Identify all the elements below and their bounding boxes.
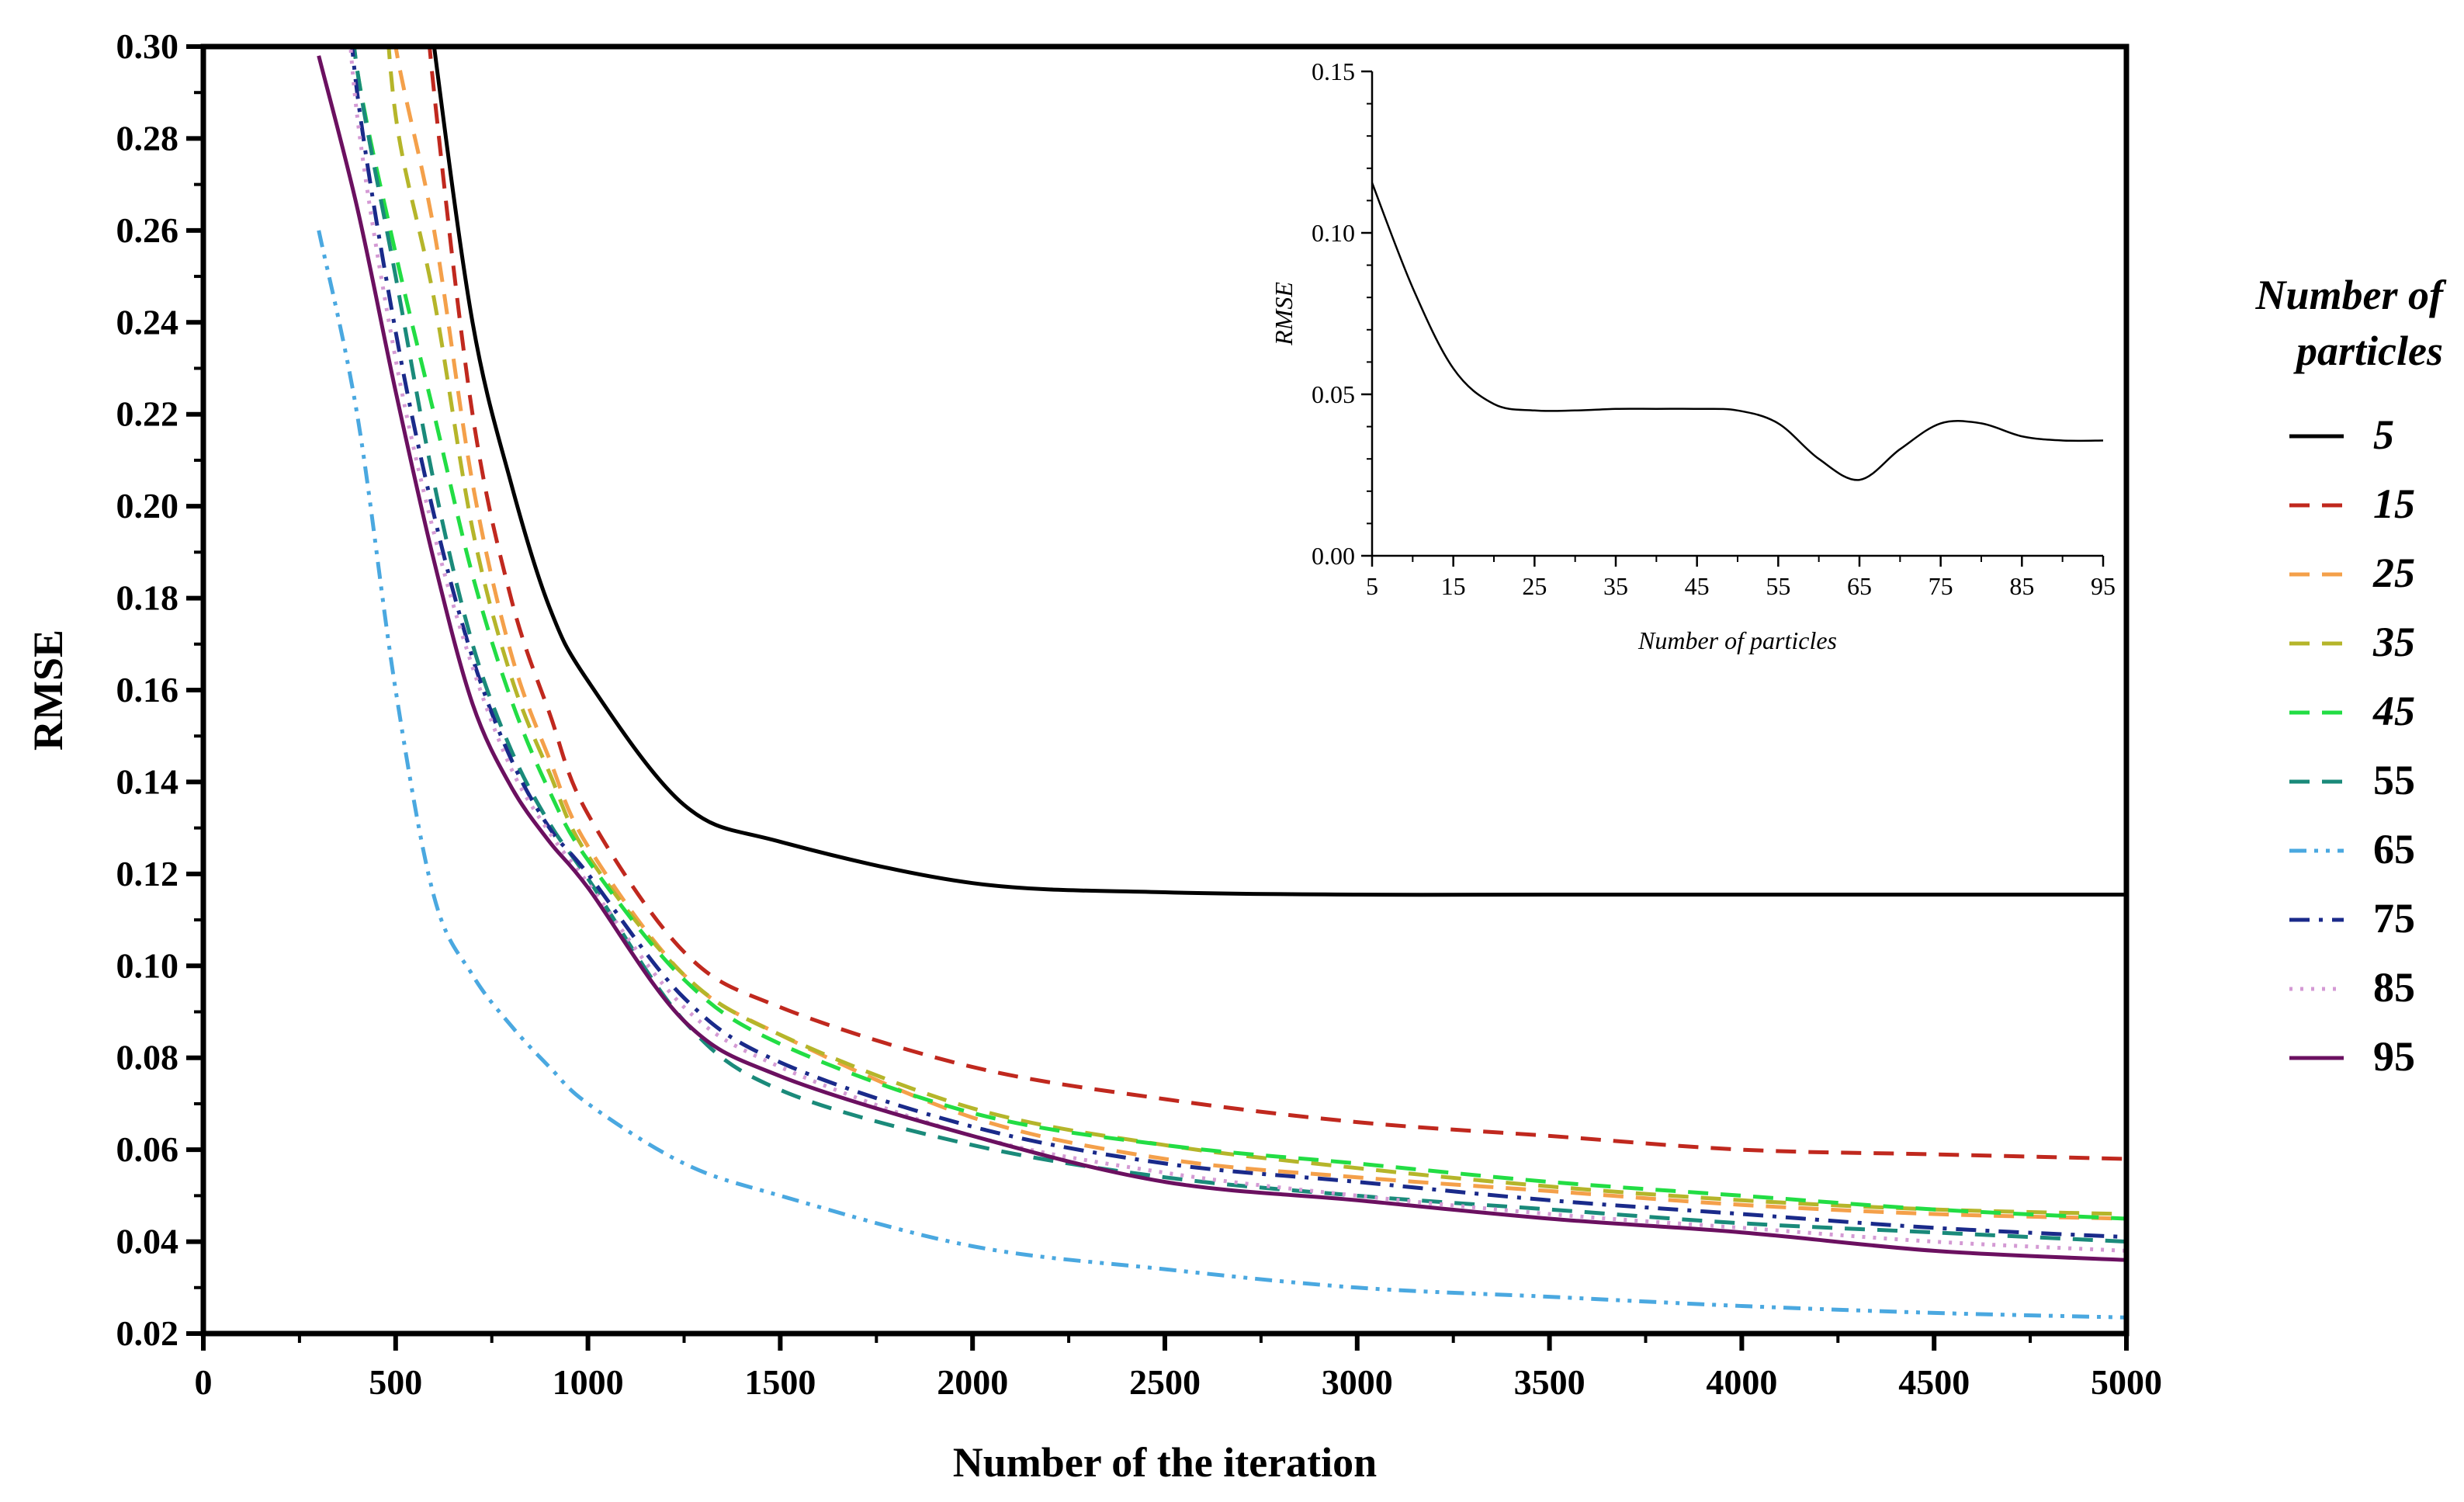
series-line-75 <box>350 47 2126 1240</box>
inset-x-axis-title: Number of particles <box>1637 626 1837 654</box>
y-tick-label: 0.02 <box>116 1313 179 1353</box>
inset-x-tick-label: 45 <box>1685 572 1710 600</box>
y-tick-label: 0.16 <box>116 670 179 709</box>
series-line-85 <box>348 47 2126 1253</box>
y-tick-label: 0.30 <box>116 26 179 66</box>
series-line-5 <box>431 47 2126 897</box>
inset-x-tick-label: 65 <box>1847 572 1872 600</box>
inset-x-tick-label: 95 <box>2091 572 2116 600</box>
x-tick-label: 5000 <box>2091 1362 2162 1402</box>
y-tick-label: 0.08 <box>116 1038 179 1077</box>
x-tick-label: 500 <box>369 1362 422 1402</box>
series-line-55 <box>352 47 2126 1244</box>
y-tick-label: 0.10 <box>116 945 179 985</box>
y-tick-label: 0.06 <box>116 1129 179 1169</box>
legend: Number of particles 5 15 25 35 45 55 65 75 85 95 <box>2255 272 2448 1080</box>
legend-label-95: 95 <box>2373 1033 2415 1080</box>
legend-label-55: 55 <box>2373 757 2415 803</box>
y-tick-label: 0.22 <box>116 394 179 434</box>
inset-x-tick-label: 75 <box>1929 572 1953 600</box>
inset-x-tick-label: 5 <box>1366 572 1378 600</box>
legend-label-25: 25 <box>2372 550 2415 596</box>
legend-label-15: 15 <box>2373 480 2415 527</box>
x-tick-label: 1500 <box>744 1362 816 1402</box>
inset-x-tick-label: 85 <box>2009 572 2034 600</box>
y-tick-label: 0.14 <box>116 761 179 801</box>
x-axis-title: Number of the iteration <box>953 1439 1377 1486</box>
series-group <box>317 47 2126 1320</box>
legend-label-5: 5 <box>2373 411 2394 458</box>
inset-series-line <box>1371 182 2104 481</box>
series-line-25 <box>393 47 2126 1221</box>
inset-y-tick-label: 0.05 <box>1312 380 1355 408</box>
series-line-45 <box>352 47 2126 1221</box>
y-tick-label: 0.04 <box>116 1222 179 1261</box>
inset-y-tick-label: 0.00 <box>1312 542 1355 570</box>
x-tick-label: 0 <box>195 1362 213 1402</box>
series-line-95 <box>317 55 2126 1262</box>
y-tick-label: 0.12 <box>116 854 179 893</box>
y-tick-label: 0.18 <box>116 578 179 618</box>
legend-label-75: 75 <box>2373 895 2415 942</box>
inset-chart: 0.00 0.05 0.10 0.15 5 15 25 35 45 55 65 75 85 95 Numbe… <box>1270 57 2116 654</box>
legend-label-85: 85 <box>2373 964 2415 1011</box>
legend-label-45: 45 <box>2372 688 2415 734</box>
main-chart: 0.02 0.04 0.06 0.08 0.10 0.12 0.14 0.16 0.18 0.20… <box>25 26 2162 1486</box>
inset-x-tick-label: 25 <box>1522 572 1547 600</box>
inset-y-tick-label: 0.10 <box>1312 219 1355 247</box>
inset-y-axis-title: RMSE <box>1270 282 1298 346</box>
y-tick-label: 0.20 <box>116 486 179 526</box>
series-line-15 <box>427 47 2126 1161</box>
legend-title-line2: particles <box>2293 328 2443 374</box>
x-tick-label: 4000 <box>1706 1362 1777 1402</box>
inset-x-tick-label: 15 <box>1441 572 1466 600</box>
y-tick-label: 0.26 <box>116 210 179 250</box>
x-tick-label: 3500 <box>1514 1362 1585 1402</box>
x-tick-label: 2000 <box>937 1362 1008 1402</box>
y-axis-title: RMSE <box>25 630 71 751</box>
x-tick-label: 2500 <box>1129 1362 1201 1402</box>
plot-frame <box>200 43 2130 1337</box>
y-tick-label: 0.28 <box>116 118 179 158</box>
inset-y-tick-label: 0.15 <box>1312 57 1355 85</box>
legend-title-line1: Number of <box>2255 272 2448 318</box>
series-line-35 <box>386 47 2126 1216</box>
x-tick-label: 1000 <box>553 1362 624 1402</box>
x-tick-label: 4500 <box>1898 1362 1970 1402</box>
y-tick-label: 0.24 <box>116 302 179 342</box>
legend-label-65: 65 <box>2373 826 2415 872</box>
legend-label-35: 35 <box>2372 619 2415 665</box>
inset-x-tick-label: 35 <box>1603 572 1628 600</box>
inset-x-tick-label: 55 <box>1766 572 1790 600</box>
x-tick-label: 3000 <box>1322 1362 1393 1402</box>
